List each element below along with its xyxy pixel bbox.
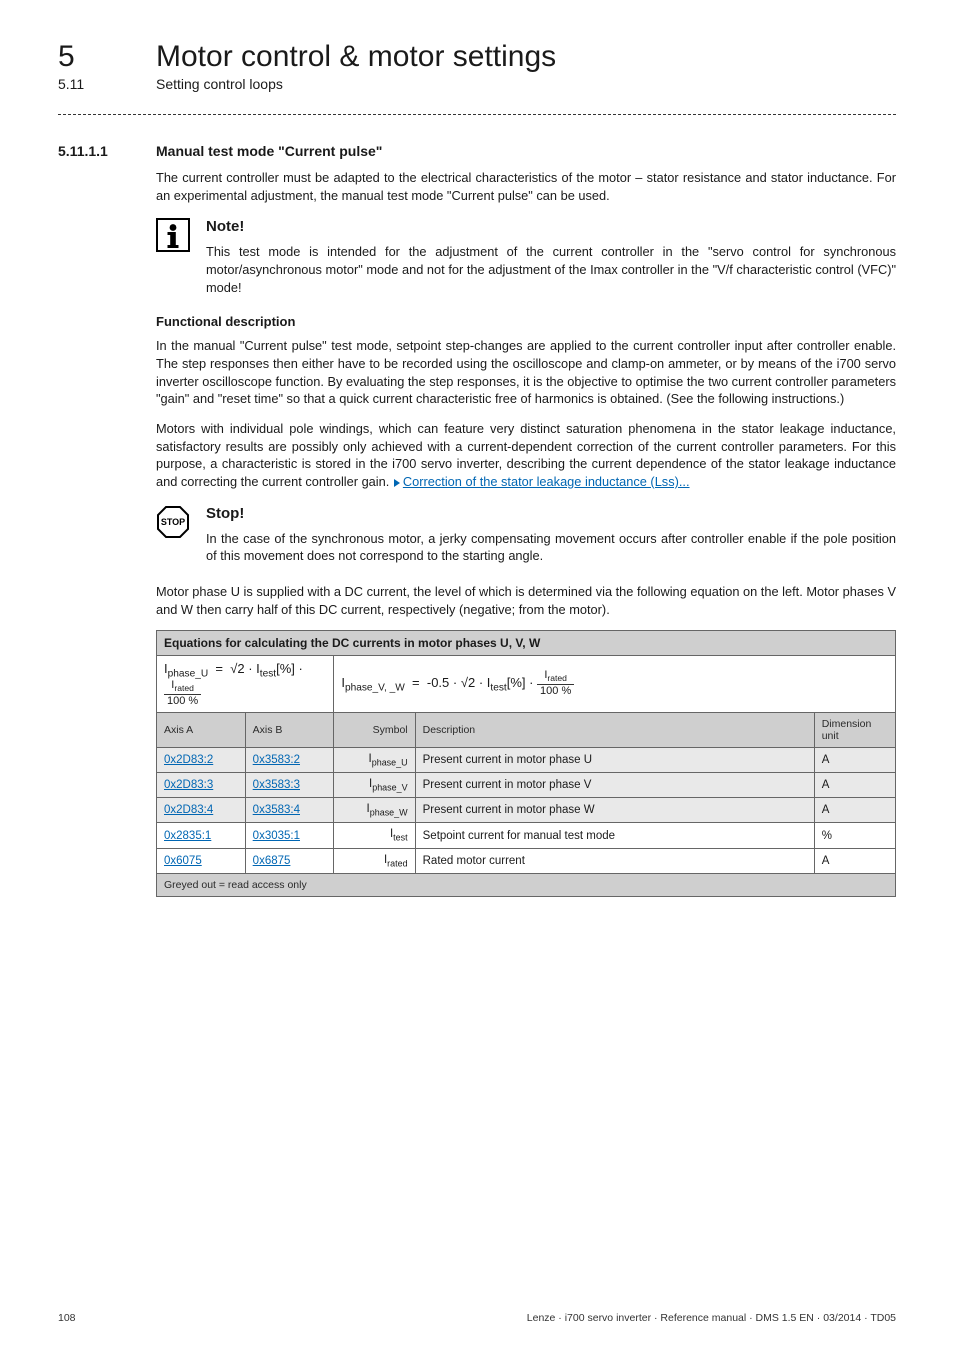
cell-axis-a: 0x6075 xyxy=(157,848,246,873)
functional-heading: Functional description xyxy=(156,314,896,329)
table-row: 0x2D83:2 0x3583:2 Iphase_UPresent current … xyxy=(157,747,896,772)
col-symbol: Symbol xyxy=(334,712,415,747)
axis-b-link[interactable]: 0x3035:1 xyxy=(253,830,300,842)
stop-heading: Stop! xyxy=(206,505,896,522)
note-heading: Note! xyxy=(206,218,896,235)
col-description: Description xyxy=(415,712,814,747)
cell-unit: A xyxy=(814,848,895,873)
axis-b-link[interactable]: 0x3583:3 xyxy=(253,779,300,791)
table-row: 0x6075 0x6875 IratedRated motor currentA xyxy=(157,848,896,873)
cell-symbol: Iphase_W xyxy=(334,798,415,823)
cell-description: Present current in motor phase W xyxy=(415,798,814,823)
stator-leakage-link[interactable]: Correction of the stator leakage inducta… xyxy=(403,474,690,489)
axis-a-link[interactable]: 0x2D83:4 xyxy=(164,804,213,816)
col-unit: Dimension unit xyxy=(814,712,895,747)
subsection-title: Manual test mode "Current pulse" xyxy=(156,143,382,159)
cell-description: Setpoint current for manual test mode xyxy=(415,823,814,848)
equations-table: Equations for calculating the DC current… xyxy=(156,630,896,897)
axis-a-link[interactable]: 0x2D83:2 xyxy=(164,754,213,766)
divider-dashed xyxy=(58,114,896,115)
cell-axis-a: 0x2D83:4 xyxy=(157,798,246,823)
cell-unit: A xyxy=(814,772,895,797)
cell-unit: A xyxy=(814,747,895,772)
stop-callout: STOP Stop! In the case of the synchronou… xyxy=(156,505,896,565)
subsection-number: 5.11.1.1 xyxy=(58,143,156,159)
cell-axis-b: 0x3583:2 xyxy=(245,747,334,772)
motor-phase-paragraph: Motor phase U is supplied with a DC curr… xyxy=(156,583,896,618)
cell-axis-b: 0x3035:1 xyxy=(245,823,334,848)
axis-a-link[interactable]: 0x2835:1 xyxy=(164,830,211,842)
cell-unit: % xyxy=(814,823,895,848)
page-number: 108 xyxy=(58,1312,76,1324)
cell-symbol: Itest xyxy=(334,823,415,848)
cell-symbol: Iphase_U xyxy=(334,747,415,772)
section-title-top: Setting control loops xyxy=(156,76,283,92)
cell-axis-a: 0x2835:1 xyxy=(157,823,246,848)
col-axis-b: Axis B xyxy=(245,712,334,747)
cell-symbol: Irated xyxy=(334,848,415,873)
axis-b-link[interactable]: 0x3583:2 xyxy=(253,754,300,766)
cell-axis-b: 0x6875 xyxy=(245,848,334,873)
cell-symbol: Iphase_V xyxy=(334,772,415,797)
axis-a-link[interactable]: 0x6075 xyxy=(164,855,202,867)
table-grey-note: Greyed out = read access only xyxy=(157,874,896,897)
note-callout: Note! This test mode is intended for the… xyxy=(156,218,896,296)
cell-axis-b: 0x3583:4 xyxy=(245,798,334,823)
equation-right: Iphase_V, _W = -0.5 · √2 · Itest[%] · Ir… xyxy=(334,656,896,712)
axis-b-link[interactable]: 0x6875 xyxy=(253,855,291,867)
footer-right: Lenze · i700 servo inverter · Reference … xyxy=(527,1312,896,1324)
intro-paragraph: The current controller must be adapted t… xyxy=(156,169,896,204)
cell-axis-a: 0x2D83:3 xyxy=(157,772,246,797)
table-title: Equations for calculating the DC current… xyxy=(157,631,896,656)
equation-left: Iphase_U = √2 · Itest[%] · Irated100 % xyxy=(157,656,334,712)
triangle-bullet-icon xyxy=(394,479,400,487)
note-body: This test mode is intended for the adjus… xyxy=(206,243,896,296)
cell-axis-b: 0x3583:3 xyxy=(245,772,334,797)
chapter-title: Motor control & motor settings xyxy=(156,40,556,74)
table-row: 0x2D83:4 0x3583:4 Iphase_WPresent current … xyxy=(157,798,896,823)
cell-description: Present current in motor phase U xyxy=(415,747,814,772)
stop-icon: STOP xyxy=(156,505,196,565)
axis-a-link[interactable]: 0x2D83:3 xyxy=(164,779,213,791)
cell-unit: A xyxy=(814,798,895,823)
info-icon xyxy=(156,218,196,296)
functional-p2: Motors with individual pole windings, wh… xyxy=(156,420,896,491)
axis-b-link[interactable]: 0x3583:4 xyxy=(253,804,300,816)
table-row: 0x2835:1 0x3035:1 ItestSetpoint current fo… xyxy=(157,823,896,848)
stop-body: In the case of the synchronous motor, a … xyxy=(206,530,896,565)
table-row: 0x2D83:3 0x3583:3 Iphase_VPresent current … xyxy=(157,772,896,797)
chapter-number: 5 xyxy=(58,40,156,74)
svg-text:STOP: STOP xyxy=(161,517,185,527)
cell-description: Rated motor current xyxy=(415,848,814,873)
functional-p1: In the manual "Current pulse" test mode,… xyxy=(156,337,896,408)
section-number-top: 5.11 xyxy=(58,76,156,92)
cell-axis-a: 0x2D83:2 xyxy=(157,747,246,772)
col-axis-a: Axis A xyxy=(157,712,246,747)
page-footer: 108 Lenze · i700 servo inverter · Refere… xyxy=(58,1312,896,1324)
cell-description: Present current in motor phase V xyxy=(415,772,814,797)
